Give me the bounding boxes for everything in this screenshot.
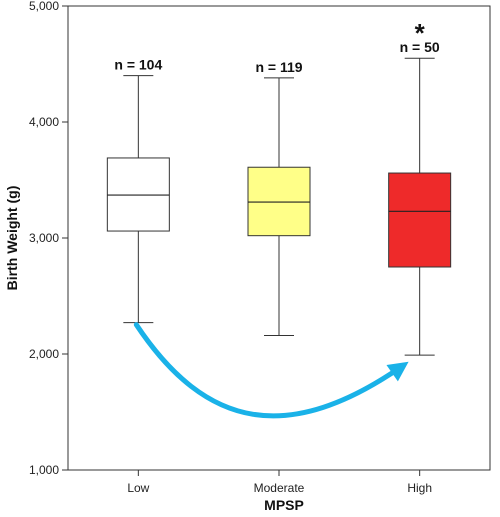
iqr-box (388, 172, 452, 268)
box-high: n = 50* (388, 18, 452, 356)
box-low: n = 104 (106, 57, 170, 324)
n-label: n = 119 (255, 59, 302, 75)
x-tick-label: Moderate (254, 481, 305, 495)
y-tick-label: 4,000 (29, 115, 59, 129)
curved-arrow (133, 322, 407, 419)
n-label: n = 104 (114, 57, 162, 73)
y-axis: 1,000 2,000 3,000 4,000 5,000 (29, 0, 68, 477)
y-tick-label: 5,000 (29, 0, 59, 13)
x-tick-label: Low (127, 481, 149, 495)
y-tick-label: 3,000 (29, 231, 59, 245)
box-moderate: n = 119 (247, 59, 311, 336)
annotation-layer (133, 322, 409, 419)
box-series: n = 104 n = 119 n = 50* (106, 18, 452, 356)
x-axis: Low Moderate High (127, 470, 432, 495)
arrow-head-icon (386, 361, 409, 382)
significance-star: * (415, 18, 426, 48)
x-tick-label: High (407, 481, 432, 495)
y-axis-title: Birth Weight (g) (4, 186, 20, 291)
n-label: n = 50 (400, 39, 440, 55)
y-tick-label: 2,000 (29, 347, 59, 361)
y-tick-label: 1,000 (29, 463, 59, 477)
x-axis-title: MPSP (264, 497, 304, 513)
